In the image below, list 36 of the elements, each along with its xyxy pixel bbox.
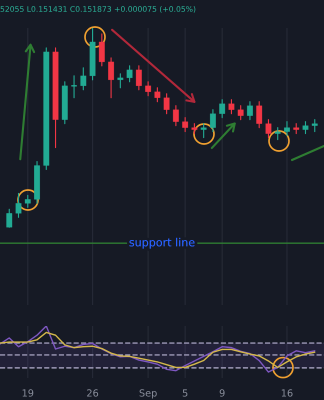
candlestick bbox=[200, 123, 207, 138]
candlestick bbox=[182, 117, 188, 132]
candlestick bbox=[210, 109, 216, 132]
candlestick bbox=[266, 119, 272, 138]
candlestick bbox=[247, 101, 253, 120]
x-tick-label: 9 bbox=[220, 389, 225, 397]
candlestick bbox=[256, 101, 262, 128]
candlestick bbox=[312, 119, 318, 132]
x-tick-label: 26 bbox=[87, 389, 98, 397]
candlestick bbox=[164, 93, 170, 114]
candlestick bbox=[24, 194, 31, 208]
candlestick bbox=[302, 121, 308, 134]
candlestick bbox=[16, 192, 22, 218]
candlestick bbox=[126, 65, 133, 82]
candlestick bbox=[136, 65, 142, 90]
candlestick bbox=[228, 99, 234, 114]
ref-line-label: support line bbox=[129, 238, 195, 249]
candlestick bbox=[80, 67, 86, 90]
candlestick bbox=[117, 73, 124, 88]
candlestick bbox=[219, 99, 226, 118]
x-tick-label: Sep bbox=[140, 389, 157, 399]
candlestick bbox=[98, 33, 105, 66]
x-tick-label: 16 bbox=[282, 389, 293, 397]
candlestick bbox=[274, 127, 281, 140]
x-tick-label: 5 bbox=[182, 389, 188, 397]
candlestick bbox=[154, 87, 160, 102]
x-tick-label: 19 bbox=[22, 389, 34, 397]
candlestick bbox=[172, 105, 179, 126]
candlestick bbox=[6, 208, 12, 228]
candlestick bbox=[145, 81, 152, 96]
candlestick bbox=[293, 123, 300, 134]
candlestick bbox=[191, 123, 198, 134]
candlestick bbox=[70, 75, 78, 98]
candlestick bbox=[238, 105, 244, 120]
candlestick bbox=[284, 121, 290, 136]
candlestick bbox=[108, 57, 114, 98]
